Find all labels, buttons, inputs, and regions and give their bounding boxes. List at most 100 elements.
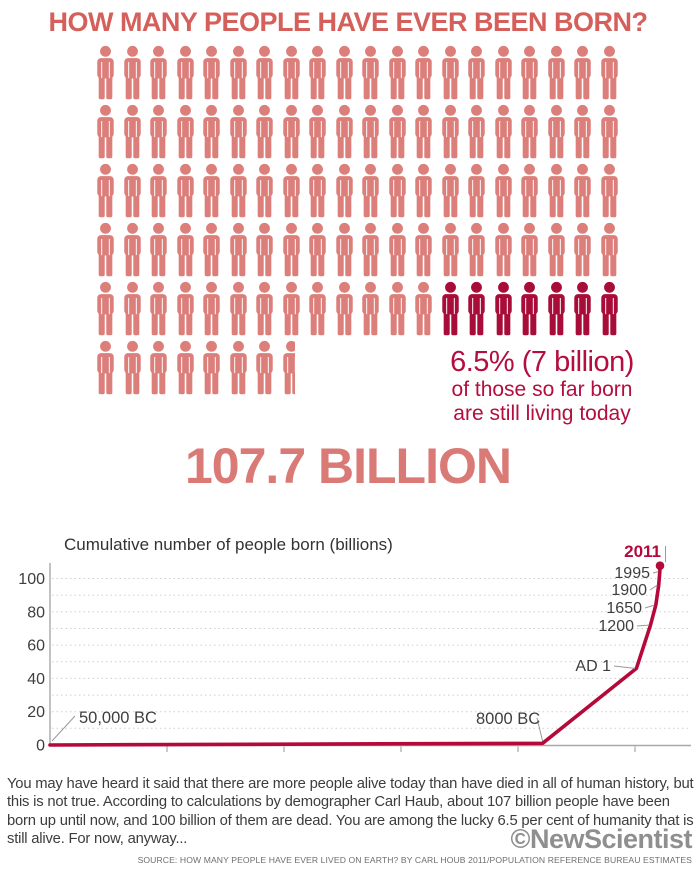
person-icon — [175, 163, 196, 218]
person-icon — [281, 45, 302, 100]
leader-line — [51, 715, 76, 742]
person-icon — [122, 163, 143, 218]
y-axis-label: 40 — [27, 671, 45, 688]
annotation-label: 1995 — [614, 565, 650, 582]
person-icon — [387, 45, 408, 100]
person-icon — [519, 163, 540, 218]
person-icon — [175, 45, 196, 100]
person-icon — [201, 222, 222, 277]
chart-svg: Cumulative number of people born (billio… — [18, 535, 691, 755]
leader-line — [636, 624, 650, 627]
person-icon — [95, 281, 116, 336]
annotation-label-2011: 2011 — [624, 542, 661, 561]
annotation-label: 1650 — [606, 600, 642, 617]
y-axis-label: 0 — [36, 738, 45, 755]
person-icon — [334, 281, 355, 336]
person-icon — [334, 45, 355, 100]
person-icon — [281, 163, 302, 218]
person-icon — [572, 222, 593, 277]
person-icon — [148, 222, 169, 277]
person-icon — [493, 45, 514, 100]
person-icon — [519, 45, 540, 100]
person-icon — [493, 104, 514, 159]
person-icon — [572, 163, 593, 218]
pictogram-row — [95, 222, 620, 277]
person-icon — [201, 340, 222, 395]
people-pictogram — [95, 45, 620, 395]
person-icon — [413, 222, 434, 277]
page-title: HOW MANY PEOPLE HAVE EVER BEEN BORN? — [48, 7, 648, 37]
person-icon — [254, 281, 275, 336]
person-icon — [228, 340, 249, 395]
person-icon — [254, 163, 275, 218]
person-icon — [148, 163, 169, 218]
person-icon — [466, 281, 487, 336]
person-icon — [281, 222, 302, 277]
chart-title: Cumulative number of people born (billio… — [64, 535, 393, 554]
footer-paragraph: You may have heard it said that there ar… — [7, 776, 694, 848]
person-icon — [413, 45, 434, 100]
person-icon — [254, 340, 275, 395]
person-icon — [228, 104, 249, 159]
person-icon — [281, 104, 302, 159]
person-icon — [572, 104, 593, 159]
person-icon — [387, 281, 408, 336]
person-icon — [440, 163, 461, 218]
person-icon — [387, 104, 408, 159]
person-icon — [122, 340, 143, 395]
person-icon — [148, 104, 169, 159]
person-icon — [519, 104, 540, 159]
y-axis-label: 100 — [18, 571, 45, 588]
person-icon — [387, 163, 408, 218]
person-icon — [466, 104, 487, 159]
person-icon — [228, 222, 249, 277]
person-icon — [175, 222, 196, 277]
person-icon — [440, 281, 461, 336]
person-icon — [307, 45, 328, 100]
annotation-label: AD 1 — [575, 658, 611, 675]
person-icon — [572, 45, 593, 100]
annotation-label: 8000 BC — [476, 710, 540, 728]
person-icon — [95, 45, 116, 100]
pictogram-row — [95, 163, 620, 218]
person-icon — [122, 222, 143, 277]
person-icon — [493, 281, 514, 336]
person-icon — [307, 281, 328, 336]
leader-line — [644, 604, 655, 609]
person-icon — [95, 222, 116, 277]
person-icon — [466, 222, 487, 277]
alive-note-percentage: 6.5% (7 billion) — [450, 346, 634, 378]
person-icon — [413, 104, 434, 159]
person-icon — [201, 163, 222, 218]
person-icon — [519, 222, 540, 277]
person-icon — [466, 45, 487, 100]
person-icon — [546, 163, 567, 218]
person-icon — [493, 163, 514, 218]
person-icon — [122, 104, 143, 159]
person-icon — [466, 163, 487, 218]
total-born-label: 107.7 BILLION — [185, 438, 512, 494]
y-axis-label: 60 — [27, 638, 45, 655]
person-icon — [281, 281, 302, 336]
leader-line — [652, 571, 659, 574]
person-icon — [122, 45, 143, 100]
person-icon — [546, 104, 567, 159]
person-icon — [122, 281, 143, 336]
person-icon — [201, 281, 222, 336]
person-icon — [334, 222, 355, 277]
cumulative-births-chart: Cumulative number of people born (billio… — [0, 527, 696, 772]
person-icon — [148, 340, 169, 395]
person-icon — [493, 222, 514, 277]
person-icon — [440, 104, 461, 159]
person-icon — [95, 340, 116, 395]
births-curve — [48, 563, 662, 747]
person-icon — [599, 104, 620, 159]
source-credit: SOURCE: HOW MANY PEOPLE HAVE EVER LIVED … — [137, 855, 692, 865]
person-icon — [228, 45, 249, 100]
y-axis-label: 20 — [27, 704, 45, 721]
person-icon — [201, 104, 222, 159]
person-icon — [254, 104, 275, 159]
person-icon — [334, 163, 355, 218]
person-icon — [254, 222, 275, 277]
